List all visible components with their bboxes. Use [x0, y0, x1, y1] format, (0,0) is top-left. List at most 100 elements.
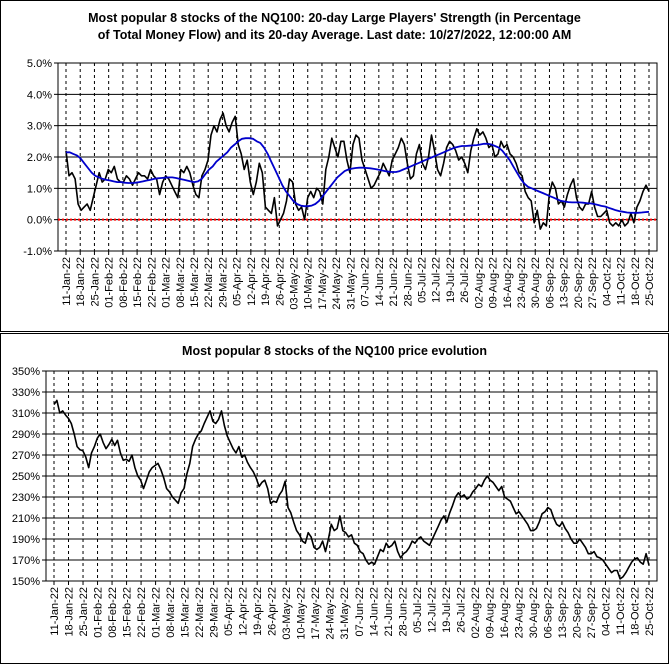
- x-tick-label: 16-Aug-22: [502, 257, 514, 308]
- x-tick-label: 29-Mar-22: [209, 587, 221, 638]
- x-tick-label: 15-Mar-22: [180, 587, 192, 638]
- x-tick-label: 22-Feb-22: [146, 257, 158, 308]
- x-tick-label: 15-Mar-22: [189, 257, 201, 308]
- strength-chart-svg: 5.0%4.0%3.0%2.0%1.0%0.0%-1.0%11-Jan-22 18…: [23, 58, 658, 310]
- y-tick-label: 190%: [12, 534, 40, 546]
- x-tick-label: 10-May-22: [296, 587, 308, 640]
- x-tick-label: 01-Mar-22: [161, 257, 173, 308]
- large-players-strength-panel: Most popular 8 stocks of the NQ100: 20-d…: [0, 0, 669, 332]
- x-tick-label: 06-Sep-22: [542, 587, 554, 638]
- x-tick-label: 07-Jun-22: [360, 257, 372, 307]
- x-tick-label: 23-Aug-22: [513, 587, 525, 638]
- y-tick-label: 4.0%: [27, 89, 52, 101]
- x-tick-label: 12-Apr-22: [238, 587, 250, 636]
- x-tick-label: 22-Mar-22: [194, 587, 206, 638]
- x-tick-label: 25-Oct-22: [644, 257, 656, 306]
- y-tick-label: 350%: [12, 366, 40, 378]
- x-tick-label: 30-Aug-22: [530, 257, 542, 308]
- y-tick-label: 210%: [12, 513, 40, 525]
- x-tick-label: 18-Jan-22: [75, 257, 87, 307]
- x-tick-label: 14-Jun-22: [374, 257, 386, 307]
- x-tick-label: 19-Jul-22: [441, 587, 453, 633]
- x-tick-label: 23-Aug-22: [516, 257, 528, 308]
- y-tick-label: 170%: [12, 555, 40, 567]
- x-tick-label: 26-Apr-22: [274, 257, 286, 306]
- x-tick-label: 31-May-22: [345, 257, 357, 310]
- x-tick-label: 06-Sep-22: [544, 257, 556, 308]
- x-tick-label: 22-Mar-22: [203, 257, 215, 308]
- x-tick-label: 02-Aug-22: [470, 587, 482, 638]
- chart-title: Most popular 8 stocks of the NQ100 price…: [182, 344, 487, 358]
- y-tick-label: 150%: [12, 576, 40, 588]
- series-line-1: [66, 137, 650, 214]
- x-tick-label: 18-Jan-22: [64, 587, 76, 637]
- x-tick-label: 10-May-22: [303, 257, 315, 310]
- x-tick-label: 15-Feb-22: [132, 257, 144, 308]
- x-tick-label: 05-Jul-22: [416, 257, 428, 303]
- x-tick-label: 26-Jul-22: [455, 587, 467, 633]
- x-tick-label: 15-Feb-22: [122, 587, 134, 638]
- y-tick-label: 2.0%: [27, 152, 52, 164]
- x-tick-label: 11-Jan-22: [49, 587, 61, 636]
- x-tick-label: 03-May-22: [281, 587, 293, 640]
- x-tick-label: 04-Oct-22: [600, 587, 612, 636]
- x-tick-label: 12-Apr-22: [246, 257, 258, 306]
- y-tick-label: 3.0%: [27, 121, 52, 133]
- x-tick-label: 01-Feb-22: [93, 587, 105, 638]
- x-tick-label: 01-Feb-22: [104, 257, 116, 308]
- x-tick-label: 12-Jul-22: [431, 257, 443, 303]
- series-line-0: [65, 112, 650, 230]
- x-tick-label: 28-Jun-22: [397, 587, 409, 637]
- x-tick-label: 17-May-22: [317, 257, 329, 310]
- x-tick-label: 09-Aug-22: [488, 257, 500, 308]
- x-tick-label: 07-Jun-22: [354, 587, 366, 637]
- x-tick-label: 26-Jul-22: [459, 257, 471, 303]
- y-tick-label: 0.0%: [27, 215, 52, 227]
- y-tick-label: 250%: [12, 471, 40, 483]
- x-tick-label: 31-May-22: [339, 587, 351, 640]
- x-tick-label: 17-May-22: [310, 587, 322, 640]
- x-tick-label: 13-Sep-22: [557, 587, 569, 638]
- x-tick-label: 26-Apr-22: [267, 587, 279, 636]
- x-tick-label: 18-Oct-22: [630, 257, 642, 306]
- x-tick-label: 03-May-22: [289, 257, 301, 310]
- x-tick-label: 05-Apr-22: [232, 257, 244, 306]
- x-tick-label: 21-Jun-22: [388, 257, 400, 307]
- x-tick-label: 29-Mar-22: [217, 257, 229, 308]
- x-tick-label: 11-Jan-22: [61, 257, 73, 306]
- x-tick-label: 16-Aug-22: [499, 587, 511, 638]
- price-chart-svg: 350% 330% 310% 290% 270% 250% 230% 210% 190% 170%…: [12, 366, 658, 640]
- x-tick-label: 25-Oct-22: [644, 587, 656, 636]
- x-tick-label: 04-Oct-22: [601, 257, 613, 306]
- x-tick-label: 13-Sep-22: [559, 257, 571, 308]
- x-tick-label: 08-Mar-22: [175, 257, 187, 308]
- y-tick-label: 290%: [12, 429, 40, 441]
- x-tick-label: 21-Jun-22: [383, 587, 395, 637]
- x-tick-label: 08-Mar-22: [165, 587, 177, 638]
- y-tick-label: 270%: [12, 450, 40, 462]
- x-tick-label: 18-Oct-22: [629, 587, 641, 636]
- y-tick-label: 310%: [12, 408, 40, 420]
- y-tick-label: -1.0%: [23, 246, 52, 258]
- x-tick-label: 27-Sep-22: [586, 587, 598, 638]
- x-tick-label: 30-Aug-22: [528, 587, 540, 638]
- x-tick-label: 27-Sep-22: [587, 257, 599, 308]
- x-tick-label: 05-Jul-22: [412, 587, 424, 633]
- x-tick-label: 19-Jul-22: [445, 257, 457, 303]
- x-tick-label: 01-Mar-22: [151, 587, 163, 638]
- x-tick-label: 25-Jan-22: [78, 587, 90, 637]
- x-tick-label: 11-Oct-22: [616, 257, 628, 305]
- series-line-0: [53, 399, 650, 580]
- y-tick-label: 330%: [12, 387, 40, 399]
- x-tick-label: 20-Sep-22: [573, 257, 585, 308]
- price-evolution-panel: Most popular 8 stocks of the NQ100 price…: [0, 333, 669, 664]
- x-tick-label: 20-Sep-22: [571, 587, 583, 638]
- x-tick-label: 19-Apr-22: [260, 257, 272, 306]
- x-tick-label: 24-May-22: [325, 587, 337, 640]
- x-tick-label: 02-Aug-22: [473, 257, 485, 308]
- x-tick-label: 25-Jan-22: [89, 257, 101, 307]
- x-tick-label: 08-Feb-22: [118, 257, 130, 308]
- x-tick-label: 28-Jun-22: [402, 257, 414, 307]
- y-tick-label: 230%: [12, 492, 40, 504]
- chart-title-line-1: Most popular 8 stocks of the NQ100: 20-d…: [88, 11, 581, 25]
